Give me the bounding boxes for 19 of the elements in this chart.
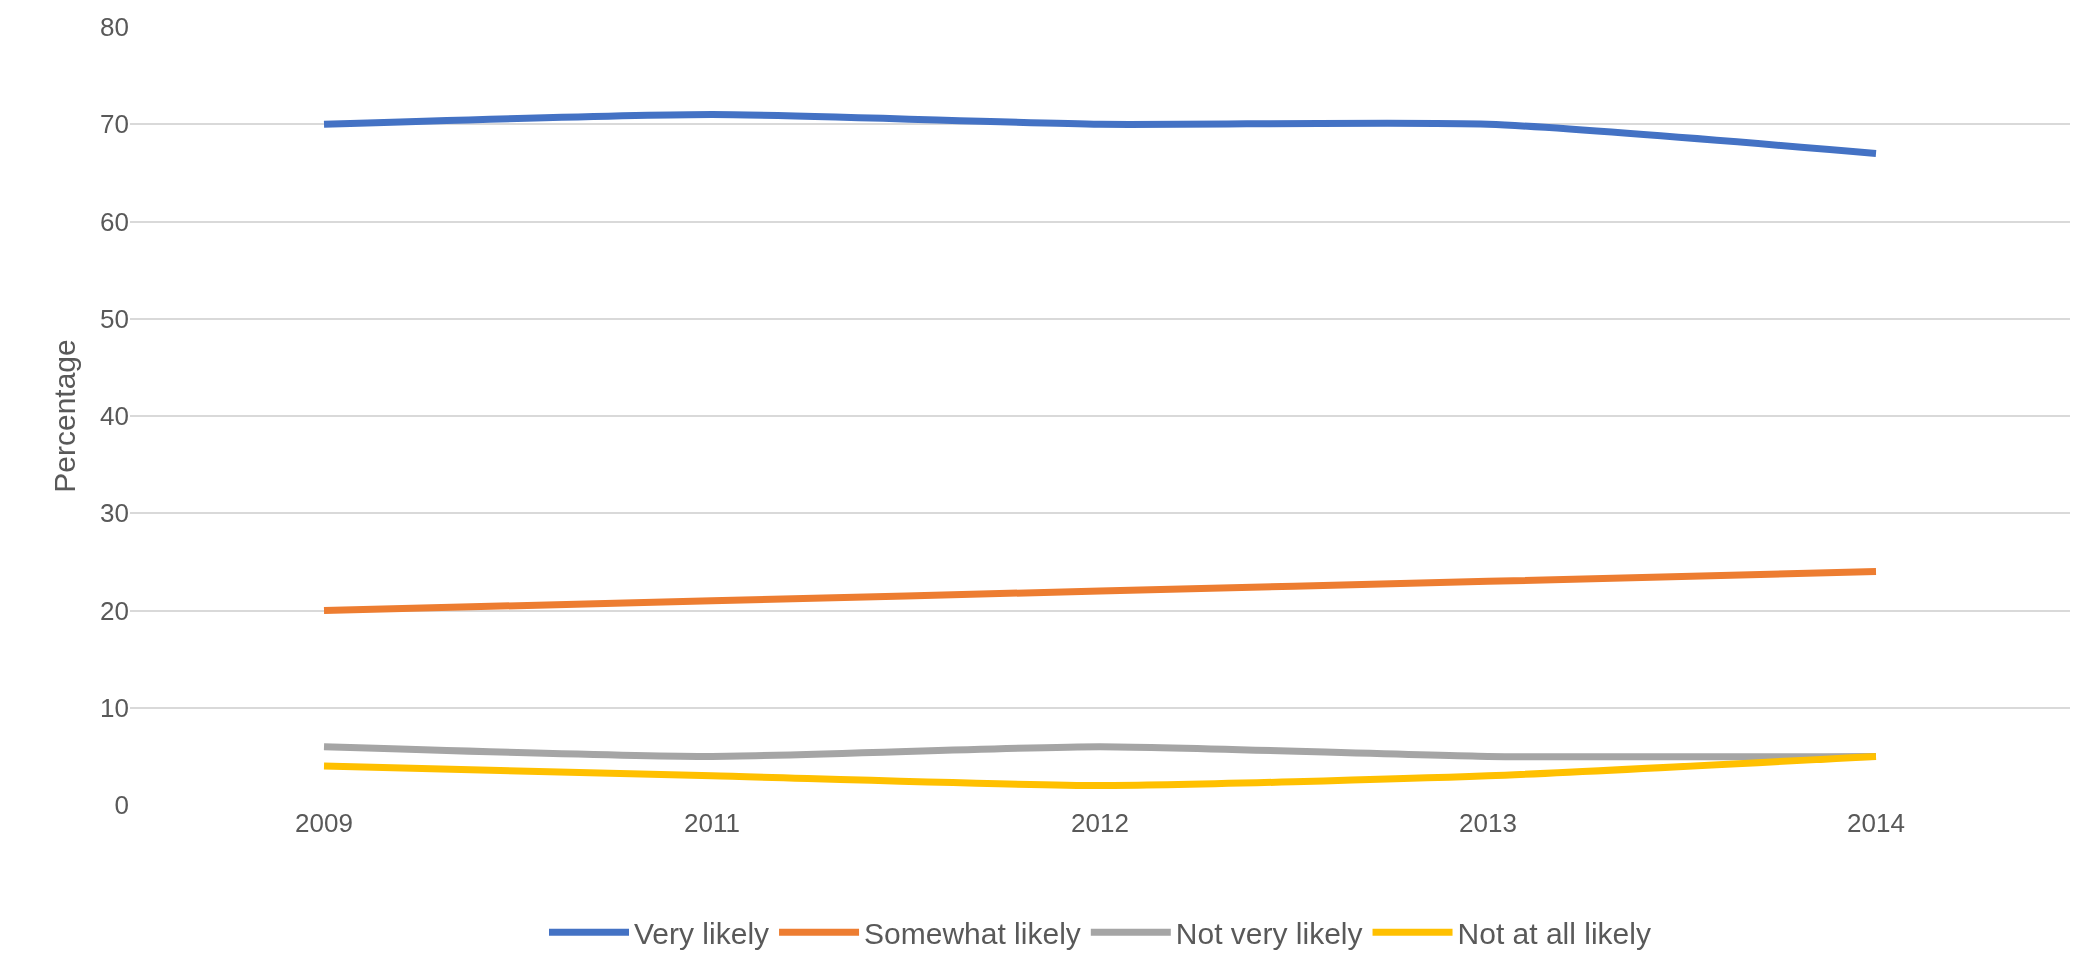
y-tick-label: 0	[114, 790, 129, 821]
y-tick-label: 70	[100, 109, 129, 140]
y-tick-label: 10	[100, 692, 129, 723]
y-tick-label: 50	[100, 303, 129, 334]
y-tick-label: 40	[100, 401, 129, 432]
legend-label: Not at all likely	[1457, 916, 1651, 950]
x-tick-label: 2012	[1071, 808, 1129, 838]
y-tick-label: 80	[100, 12, 129, 43]
x-tick-label: 2011	[684, 808, 740, 838]
y-axis-title: Percentage	[48, 339, 82, 493]
legend-label: Not very likely	[1175, 916, 1363, 950]
y-tick-label: 60	[100, 206, 129, 237]
x-tick-label: 2014	[1847, 808, 1905, 838]
legend-label: Somewhat likely	[864, 916, 1081, 950]
x-tick-label: 2009	[295, 808, 353, 838]
x-tick-label: 2013	[1459, 808, 1517, 838]
y-tick-label: 30	[100, 498, 129, 529]
y-tick-label: 20	[100, 595, 129, 626]
legend-label: Very likely	[634, 916, 770, 950]
